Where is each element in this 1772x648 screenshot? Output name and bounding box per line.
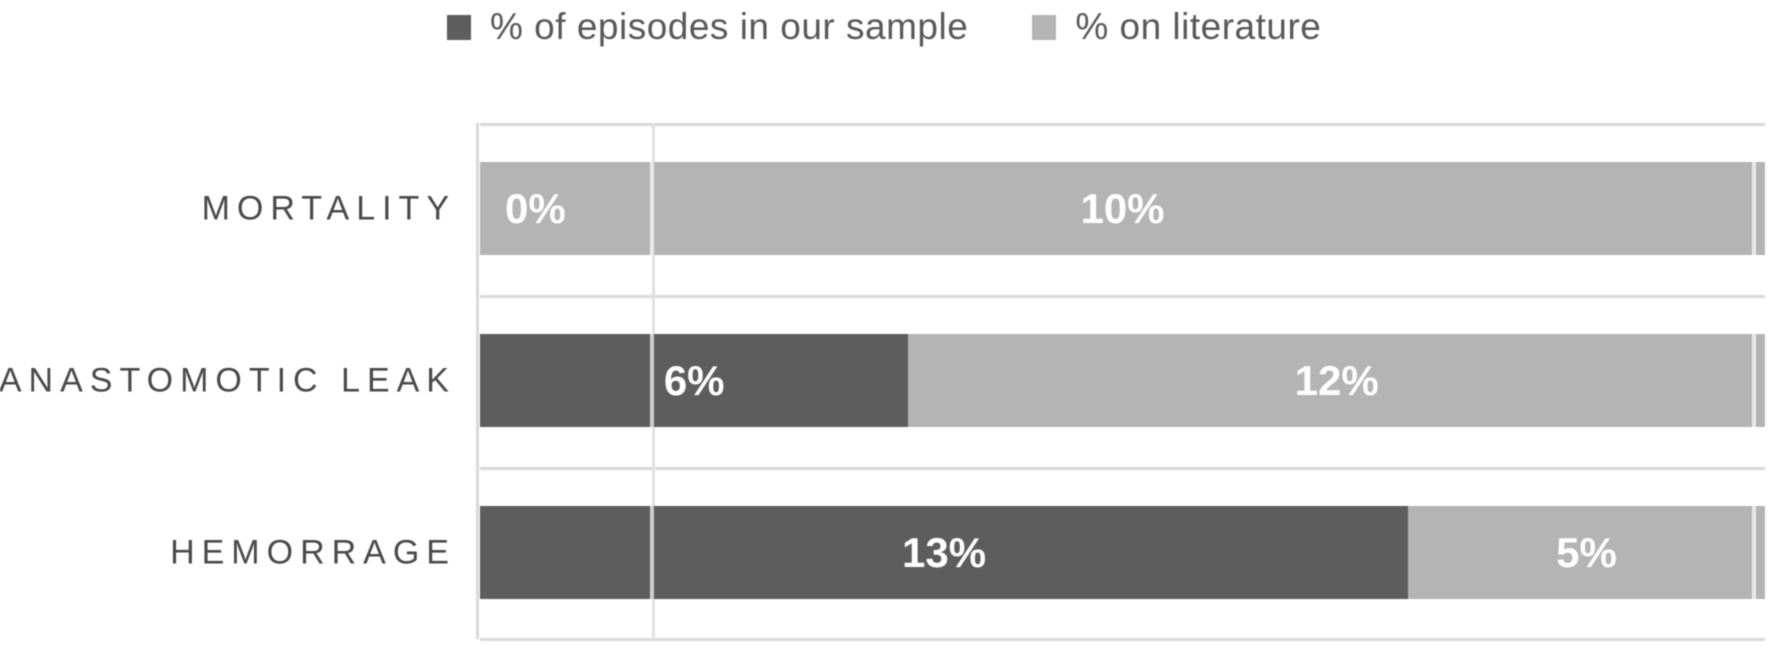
stacked-bar: 6% 12% <box>480 334 1765 427</box>
category-label: ANASTOMOTIC LEAK <box>0 361 456 399</box>
category-label: HEMORRAGE <box>170 533 456 571</box>
gridline-overlay <box>1752 506 1756 599</box>
plot-bottom-border <box>480 638 1765 641</box>
bar-segment-sample: 13% <box>480 506 1409 599</box>
gridline-overlay <box>650 334 654 427</box>
legend-item-literature: % on literature <box>1032 6 1321 48</box>
legend-item-sample: % of episodes in our sample <box>447 6 968 48</box>
gridline-overlay <box>650 506 654 599</box>
gridline-overlay <box>1752 162 1756 255</box>
stacked-bar: 13% 5% <box>480 506 1765 599</box>
bar-row: 13% 5% <box>480 467 1765 641</box>
bar-value-label: 13% <box>901 528 987 576</box>
gridline-overlay <box>1752 334 1756 427</box>
bar-segment-literature: 10% <box>480 162 1765 255</box>
bar-value-label: 0% <box>505 184 566 232</box>
bar-segment-literature: 12% <box>908 334 1765 427</box>
bar-row: 6% 12% <box>480 295 1765 467</box>
legend-label-literature: % on literature <box>1075 6 1322 47</box>
bar-value-label: 10% <box>1080 184 1165 232</box>
stacked-bar: 0% 10% <box>480 162 1765 255</box>
legend-swatch-literature-icon <box>1032 14 1057 40</box>
category-label: MORTALITY <box>201 189 456 227</box>
bar-value-label: 12% <box>1294 356 1379 404</box>
chart-legend: % of episodes in our sample % on literat… <box>447 6 1321 48</box>
value-axis-line <box>476 123 479 639</box>
category-axis: MORTALITY ANASTOMOTIC LEAK HEMORRAGE <box>0 123 456 640</box>
plot-area: 0% 10% 6% 12% 13% 5% <box>476 123 1765 641</box>
bar-value-label: 5% <box>1556 528 1617 576</box>
bar-segment-sample: 6% <box>480 334 909 427</box>
legend-label-sample: % of episodes in our sample <box>490 6 969 47</box>
gridline-overlay <box>650 162 654 255</box>
bar-value-label: 6% <box>663 356 725 404</box>
plot-top-border <box>480 123 1765 126</box>
row-separator-line <box>480 467 1765 470</box>
bar-row: 0% 10% <box>480 123 1765 295</box>
bar-segment-literature: 5% <box>1408 506 1765 599</box>
row-separator-line <box>480 295 1765 298</box>
legend-swatch-sample-icon <box>447 14 471 40</box>
